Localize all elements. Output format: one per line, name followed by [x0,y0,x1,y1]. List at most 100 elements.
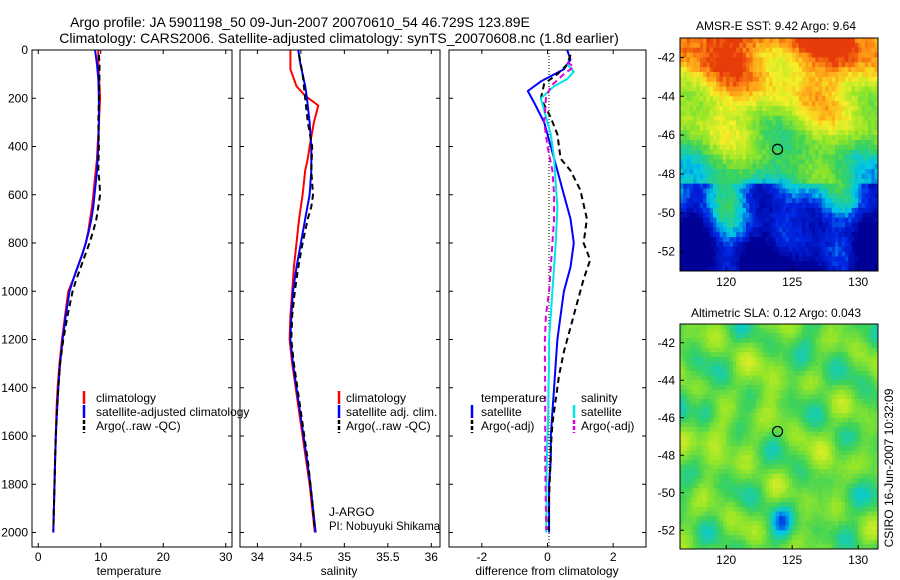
sla-map-cell [772,534,777,541]
sst-map-cell [722,169,727,175]
sst-map-cell [699,62,704,68]
sla-map-cell [703,417,707,424]
sst-map-cell [868,173,872,180]
sla-map-cell [689,370,694,377]
sst-map-cell [752,169,757,175]
sst-map-cell [851,47,856,54]
sst-map-cell [812,217,816,224]
sst-map-cell [772,164,777,170]
sla-map-cell [788,356,793,363]
sst-map-cell [828,246,833,253]
sla-map-cell [713,520,717,527]
sla-map-cell [693,506,698,513]
sst-map-cell [851,115,856,122]
sla-map-cell [762,516,767,522]
sst-map-cell [782,261,787,267]
sst-map-cell [709,246,714,253]
sla-map-cell [739,328,744,334]
sst-map-cell [693,169,698,175]
sst-map-cell [782,256,787,262]
sst-map-cell [835,86,839,92]
sst-map-cell [779,164,783,170]
sla-map-cell [686,464,691,470]
sla-map-cell [759,530,764,536]
sst-map-cell [716,193,721,199]
sla-map-cell [713,441,717,447]
sst-map-cell [742,81,747,88]
sla-map-cell [808,455,813,461]
sst-map-cell [818,173,823,180]
sst-map-cell [861,178,866,185]
sst-map-cell [686,178,691,185]
sla-map-cell [689,478,694,484]
sst-map-cell [845,110,849,117]
sla-map-cell [693,459,698,466]
sst-map-cell [736,222,740,228]
sla-map-cell [732,356,737,363]
sst-map-cell [709,139,714,146]
sla-map-cell [693,436,698,442]
sst-map-cell [802,251,806,258]
sla-map-cell [719,516,724,522]
sla-map-cell [709,445,714,452]
sst-map-cell [851,86,856,92]
sla-map-cell [722,338,727,344]
sla-map-cell [696,352,701,358]
sst-map-cell [854,183,859,190]
sla-map-cell [693,544,698,549]
sla-map-cell [736,520,740,527]
sst-map-cell [772,193,777,199]
sst-map-cell [775,81,780,88]
sst-map-cell [854,67,859,73]
sla-map-cell [765,459,770,466]
sst-map-cell [851,139,856,146]
sst-map-cell [699,52,704,59]
sst-map-cell [752,251,757,258]
sst-map-cell [755,52,760,59]
sst-map-cell [825,42,830,49]
sst-map-cell [871,188,876,194]
sst-map-cell [818,139,823,146]
sla-map-cell [769,324,773,330]
sst-map-cell [782,266,787,271]
sla-map-cell [713,370,717,377]
sla-map-cell [703,375,707,381]
sla-map-cell [706,544,711,549]
sla-map-cell [706,534,711,541]
sst-map-cell [713,71,717,78]
sla-map-cell [775,511,780,517]
sla-map-cell [788,506,793,513]
sla-map-cell [719,375,724,381]
sst-map-cell [719,47,724,54]
sla-map-cell [772,445,777,452]
sst-map-cell [798,86,803,92]
sst-map-cell [805,164,810,170]
sst-map-cell [736,183,740,190]
sst-map-cell [736,251,740,258]
sla-map-cell [713,502,717,508]
sla-map-cell [713,478,717,484]
sst-map-cell [739,57,744,63]
sla-map-cell [696,530,701,536]
sst-map-cell [868,52,872,59]
sla-map-cell [792,352,797,358]
sst-map-cell [759,232,764,238]
sla-map-cell [808,436,813,442]
sst-map-cell [841,159,846,165]
sst-map-cell [703,212,707,219]
sla-map-cell [716,441,721,447]
sla-map-cell [729,333,734,339]
sst-map-cell [719,149,724,156]
sst-map-cell [798,232,803,238]
sla-map-cell [782,389,787,395]
sla-map-cell [699,530,704,536]
sst-map-cell [854,91,859,97]
sla-map-cell [755,506,760,513]
sla-map-cell [769,469,773,475]
sst-map-cell [755,207,760,214]
sst-map-cell [831,86,836,92]
sla-map-cell [706,459,711,466]
sla-map-cell [699,356,704,363]
sst-map-cell [746,115,750,122]
sst-map-cell [792,144,797,151]
